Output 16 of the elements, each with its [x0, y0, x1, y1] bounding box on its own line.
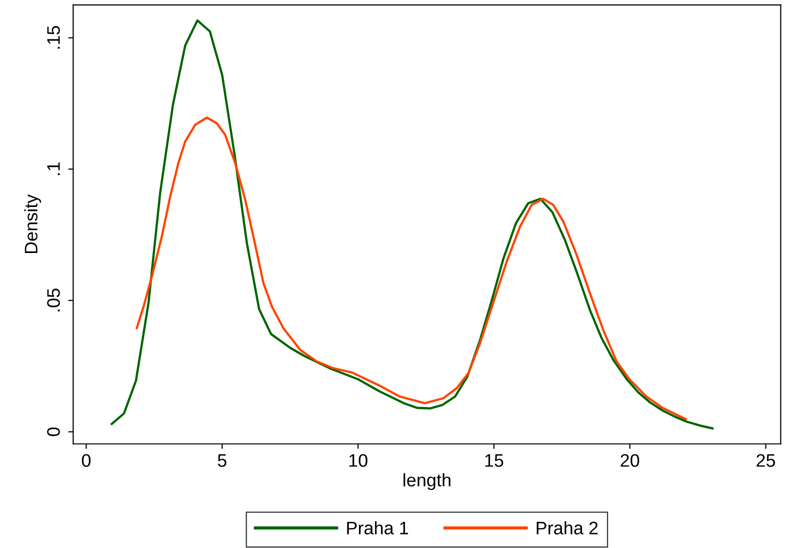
line-series	[136, 116, 687, 420]
y-tick-label: 0	[47, 427, 60, 436]
y-tick-label: .1	[47, 162, 60, 175]
y-tick-label: .15	[47, 26, 60, 49]
y-tick-label: .05	[47, 288, 60, 312]
legend-label: Praha 1	[347, 521, 408, 534]
line-series	[110, 19, 714, 430]
x-tick-label: 20	[620, 454, 640, 467]
x-tick-label: 15	[485, 454, 504, 467]
x-tick-label: 25	[756, 454, 776, 467]
x-axis-title: length	[404, 473, 450, 490]
legend-label: Praha 2	[536, 521, 598, 534]
x-tick-label: 10	[349, 454, 368, 467]
y-axis-title: Density	[24, 194, 42, 254]
x-tick-label: 0	[82, 454, 91, 467]
x-tick-label: 5	[218, 454, 226, 467]
